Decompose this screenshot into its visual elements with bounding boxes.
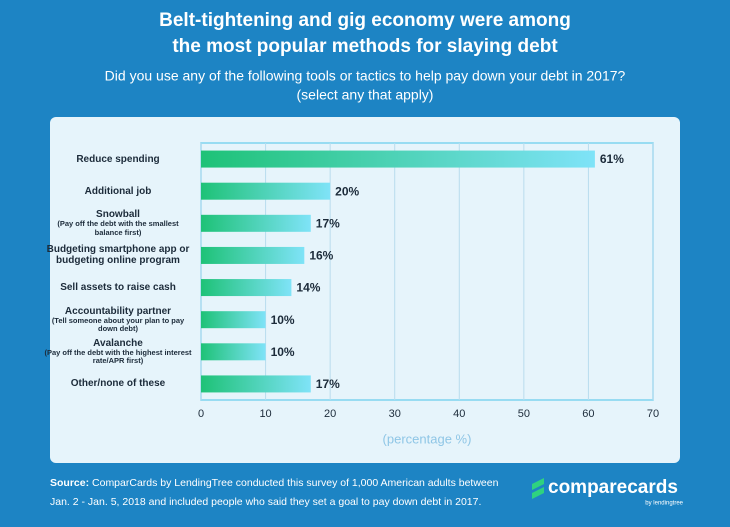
x-tick-label: 20 [324,408,336,420]
y-tick-label: Other/none of these [70,378,166,390]
y-tick-label: Avalanche [93,337,143,349]
value-label: 10% [271,345,295,359]
x-tick-label: 0 [198,408,204,420]
category-label-box: Other/none of these [43,378,193,389]
value-label: 17% [316,377,340,391]
y-tick-label: Additional job [84,185,152,197]
source-text: ComparCards by LendingTree conducted thi… [92,477,499,489]
chart-subtitle: (select any that apply) [297,87,434,103]
category-note: (Tell someone about your plan to pay dow… [51,315,185,334]
value-label: 16% [309,249,333,263]
x-axis-label: (percentage %) [383,431,472,446]
category-label-box: Snowball (Pay off the debt with the small… [43,209,193,237]
logo-sub: by lendingtree [645,501,683,507]
bar [201,182,331,200]
bar [201,343,266,361]
category-label-box: Accountability partner (Tell someone abou… [43,306,193,334]
x-tick-label: 10 [259,408,271,420]
logo: comparecards [548,477,678,498]
x-tick-label: 60 [582,408,594,420]
y-tick-label: Budgeting smartphone app or budgeting on… [46,244,190,267]
category-note: (Pay off the debt with the highest inter… [44,347,192,366]
value-label: 14% [296,281,320,295]
bar [201,214,311,232]
y-tick-label: Snowball [96,209,140,221]
value-label: 61% [600,152,624,166]
x-tick-label: 30 [389,408,401,420]
chart-subtitle: Did you use any of the following tools o… [105,68,626,84]
value-label: 17% [316,216,340,230]
bar [201,279,292,297]
value-label: 20% [335,184,359,198]
source-text: Jan. 2 - Jan. 5, 2018 and included peopl… [50,496,481,508]
bar [201,311,266,329]
category-label-box: Additional job [43,186,193,197]
category-label-box: Sell assets to raise cash [43,282,193,293]
value-label: 10% [271,313,295,327]
bar [201,246,305,264]
y-tick-label: Reduce spending [76,153,160,165]
category-note: (Pay off the debt with the smallest bala… [57,219,179,237]
chart-title: Belt-tightening and gig economy were amo… [159,10,571,31]
category-label-box: Budgeting smartphone app or budgeting on… [43,244,193,266]
chart-title: the most popular methods for slaying deb… [172,36,558,57]
x-tick-label: 40 [453,408,465,420]
logo-icon [532,478,544,499]
y-tick-label: Accountability partner [64,305,172,317]
x-tick-label: 70 [647,408,659,420]
category-label-box: Reduce spending [43,154,193,165]
y-tick-label: Sell assets to raise cash [60,282,176,294]
bar [201,375,311,393]
category-label-box: Avalanche (Pay off the debt with the high… [43,338,193,366]
bar [201,150,595,168]
x-tick-label: 50 [518,408,530,420]
source-label: Source: [50,477,89,489]
source: Source: ComparCards by LendingTree condu… [50,477,499,489]
